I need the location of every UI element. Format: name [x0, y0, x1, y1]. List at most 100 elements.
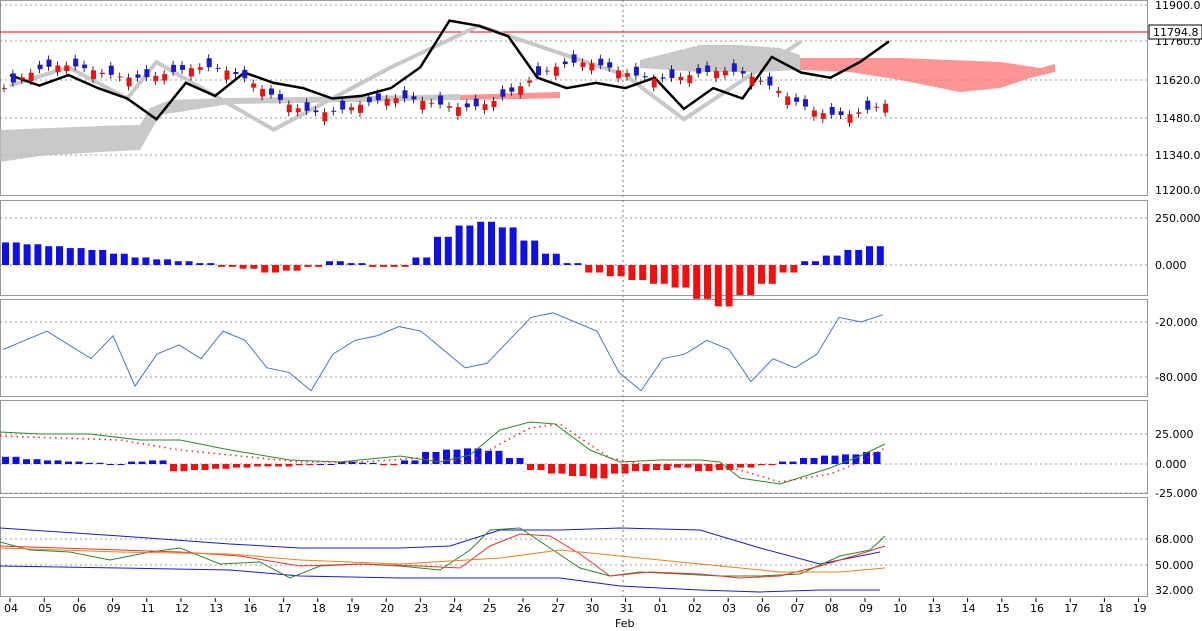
candle-body [2, 88, 7, 90]
candle-body [874, 106, 880, 108]
macd-bar [201, 464, 209, 470]
x-tick-label: 16 [1030, 602, 1044, 615]
x-tick-label: 14 [962, 602, 976, 615]
x-tick-label: 13 [927, 602, 941, 615]
x-tick-label: 01 [654, 602, 668, 615]
histogram-bar [77, 248, 85, 265]
candle-body [420, 100, 426, 110]
histogram-bar [822, 255, 830, 265]
candle-body [10, 73, 16, 83]
histogram-bar [466, 225, 474, 265]
candle-body [785, 96, 791, 105]
x-tick-label: 18 [312, 602, 326, 615]
candle-body [393, 98, 399, 104]
histogram-pane [0, 200, 1148, 296]
candle-body [91, 70, 96, 80]
histogram-bar [99, 249, 107, 265]
macd-bar [485, 450, 492, 464]
histogram-bar [390, 265, 398, 267]
histogram-bar [444, 236, 452, 265]
candle-body [580, 62, 586, 68]
macd-bar [495, 450, 503, 464]
rsi-red-line [0, 533, 886, 579]
histogram-bar [509, 227, 517, 265]
macd-y-tick-25: 25.000 [1155, 428, 1194, 441]
macd-bar [443, 449, 450, 464]
candle-body [251, 83, 257, 88]
histogram-bars [2, 221, 884, 307]
macd-bar [380, 464, 387, 466]
price-y-tick-11480: 11480.0 [1155, 112, 1201, 125]
candle-body [295, 108, 301, 113]
macd-bar [632, 464, 639, 472]
macd-bar [369, 462, 377, 464]
histogram-bar [628, 265, 636, 281]
candle-body [153, 75, 159, 82]
candle-body [313, 110, 319, 113]
rsi-upper-band [0, 527, 881, 565]
macd-bar [23, 459, 30, 464]
histogram-bar [153, 259, 161, 265]
candle-body [108, 65, 114, 75]
candle-body [55, 65, 61, 72]
candle-body [714, 71, 719, 79]
macd-bar [96, 462, 104, 464]
histogram-bar [596, 265, 603, 273]
macd-bar [285, 464, 293, 467]
candle-body [180, 65, 185, 70]
histogram-bar [477, 221, 485, 265]
histogram-bar [174, 261, 182, 265]
histogram-bar [412, 257, 420, 265]
candle-body [678, 76, 684, 81]
macd-bar [800, 458, 807, 464]
histogram-bar [347, 263, 355, 265]
rsi-y-tick-50: 50.000 [1155, 559, 1194, 572]
macd-y-axis: 25.000 0.000 -25.000 [1155, 428, 1197, 500]
macd-bar [401, 460, 408, 464]
histogram-bar [2, 242, 9, 265]
macd-bar [233, 464, 240, 468]
histogram-bar [790, 265, 798, 273]
macd-bar [306, 464, 314, 466]
histogram-bar [855, 249, 863, 265]
histogram-bar [261, 265, 269, 273]
macd-bar [674, 464, 681, 468]
candle-body [651, 78, 657, 88]
histogram-bar [682, 265, 690, 288]
candle-body [625, 73, 630, 77]
x-tick-label: 10 [893, 602, 907, 615]
candle-body [589, 63, 595, 71]
candle-body [776, 90, 782, 94]
macd-y-tick-m25: -25.000 [1155, 487, 1197, 500]
candle-body [731, 63, 737, 72]
macd-bar [548, 464, 555, 474]
histogram-bar [110, 253, 117, 265]
macd-bar [170, 464, 177, 472]
macd-bar [317, 464, 324, 465]
macd-bar [842, 454, 849, 464]
macd-bar [873, 452, 881, 464]
candle-body [126, 77, 132, 87]
macd-bar [12, 456, 20, 464]
macd-bar [149, 460, 156, 464]
candle-body [669, 69, 675, 79]
macd-bar [180, 464, 188, 472]
price-y-tick-11200: 11200.0 [1155, 184, 1201, 197]
macd-bar [737, 464, 744, 468]
macd-bar [863, 452, 870, 464]
macd-bar [600, 464, 608, 479]
x-tick-label: 09 [107, 602, 121, 615]
x-tick-label: 16 [243, 602, 257, 615]
histogram-bar [45, 246, 53, 265]
x-tick-label: 18 [1098, 602, 1112, 615]
macd-bar [159, 460, 167, 464]
macd-bar [327, 464, 335, 465]
histogram-bar [282, 265, 290, 271]
osc-y-tick-m20: -20.000 [1155, 316, 1197, 329]
macd-bar [789, 461, 797, 464]
macd-bar [821, 455, 828, 464]
x-tick-label: 25 [483, 602, 497, 615]
x-tick-label: 23 [414, 602, 428, 615]
histogram-bar [617, 265, 625, 277]
